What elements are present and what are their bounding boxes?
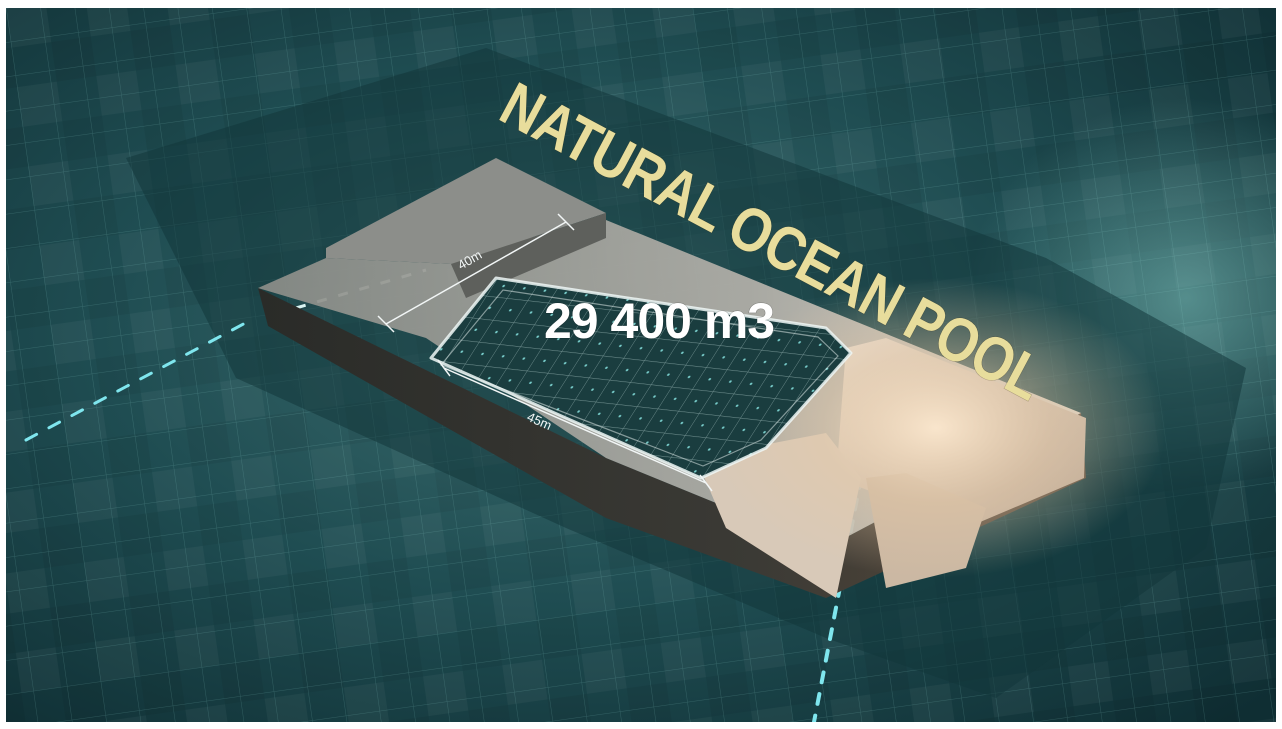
pool-volume: 29 400 m3 bbox=[544, 293, 774, 349]
inlet-line-left bbox=[24, 318, 253, 442]
pool-inner-rim bbox=[440, 289, 839, 467]
structure-back-block bbox=[326, 158, 606, 264]
ocean-pool-render: 40m 45m NATURAL OCEAN POOL 29 400 m3 bbox=[6, 8, 1276, 722]
pool-grid bbox=[431, 278, 851, 478]
inlet-line-bottom bbox=[812, 476, 863, 722]
pool-rim bbox=[429, 276, 853, 480]
ocean-pool-scene: 40m 45m NATURAL OCEAN POOL 29 400 m3 bbox=[6, 8, 1276, 722]
structure-back-block-wall bbox=[451, 213, 606, 298]
